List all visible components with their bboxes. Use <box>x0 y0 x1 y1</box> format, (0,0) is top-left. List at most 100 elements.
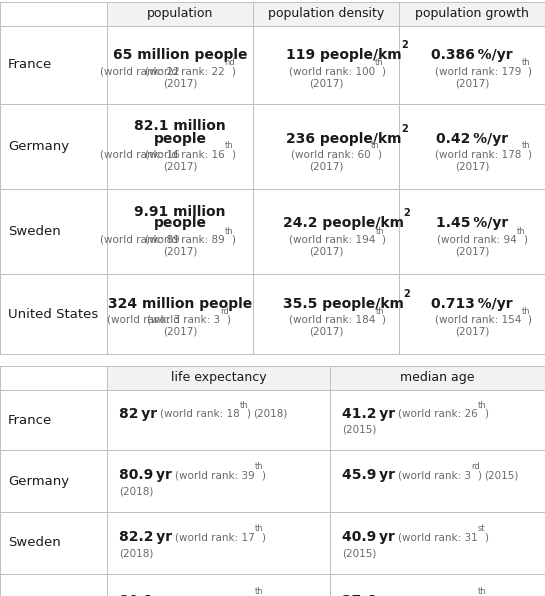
Text: ): ) <box>231 234 235 244</box>
Text: ): ) <box>377 150 381 160</box>
Text: 65 million people: 65 million people <box>113 48 247 62</box>
Text: th: th <box>478 401 487 410</box>
Text: (world rank: 16: (world rank: 16 <box>145 150 225 160</box>
Text: th: th <box>225 226 233 235</box>
Bar <box>0 390 107 450</box>
Text: ): ) <box>226 315 230 325</box>
Text: population growth: population growth <box>415 8 529 20</box>
Bar <box>107 26 253 104</box>
Text: th: th <box>522 58 530 67</box>
Text: (world rank: 184: (world rank: 184 <box>289 315 376 325</box>
Bar <box>0 189 107 274</box>
Text: United States: United States <box>8 308 98 321</box>
Bar <box>0 574 107 596</box>
Text: 35.5 people/km: 35.5 people/km <box>283 297 403 311</box>
Bar <box>399 2 545 26</box>
Bar <box>0 274 107 354</box>
Text: people: people <box>154 216 207 231</box>
Text: th: th <box>522 307 530 316</box>
Bar <box>0 512 107 574</box>
Text: (2017): (2017) <box>163 247 197 256</box>
Text: th: th <box>376 307 384 316</box>
Text: (2017): (2017) <box>455 78 489 88</box>
Text: 324 million people: 324 million people <box>108 297 252 311</box>
Text: 80.9 yr: 80.9 yr <box>119 468 172 482</box>
Text: th: th <box>517 226 525 235</box>
Text: ): ) <box>484 532 488 542</box>
Text: th: th <box>376 226 384 235</box>
Text: France: France <box>8 414 52 427</box>
Text: rd: rd <box>220 307 229 316</box>
Text: (2015): (2015) <box>342 548 377 558</box>
Text: th: th <box>225 141 233 151</box>
Text: th: th <box>371 141 379 151</box>
Text: (2018): (2018) <box>119 486 153 496</box>
Text: (world rank: 194: (world rank: 194 <box>289 234 376 244</box>
Text: population: population <box>147 8 213 20</box>
Text: (world rank: 22: (world rank: 22 <box>145 66 225 76</box>
Text: 0.713 %/yr: 0.713 %/yr <box>431 297 513 311</box>
Text: 82.1 million: 82.1 million <box>134 120 226 134</box>
Bar <box>330 574 545 596</box>
Text: 1.45 %/yr: 1.45 %/yr <box>436 216 508 231</box>
Text: 2: 2 <box>401 123 408 134</box>
Text: 2: 2 <box>401 40 408 50</box>
Text: th: th <box>522 141 530 151</box>
Text: 45.9 yr: 45.9 yr <box>342 468 395 482</box>
Bar <box>253 2 399 26</box>
Text: ): ) <box>261 532 265 542</box>
Text: (world rank: 89: (world rank: 89 <box>100 234 180 244</box>
Bar <box>0 26 107 104</box>
Text: (world rank: 22: (world rank: 22 <box>100 66 180 76</box>
Text: (2015): (2015) <box>485 470 519 480</box>
Bar <box>0 104 107 189</box>
Text: (2017): (2017) <box>309 327 343 337</box>
Text: 41.2 yr: 41.2 yr <box>342 407 395 421</box>
Bar <box>107 574 330 596</box>
Text: (2017): (2017) <box>309 162 343 172</box>
Text: 24.2 people/km: 24.2 people/km <box>283 216 404 231</box>
Bar <box>0 2 107 26</box>
Bar <box>399 274 545 354</box>
Text: ): ) <box>231 150 235 160</box>
Bar <box>107 366 330 390</box>
Text: France: France <box>8 58 52 72</box>
Text: population density: population density <box>268 8 384 20</box>
Text: ): ) <box>484 409 488 419</box>
Text: (2018): (2018) <box>119 548 153 558</box>
Text: 40.9 yr: 40.9 yr <box>342 530 395 544</box>
Bar <box>107 189 253 274</box>
Bar <box>253 104 399 189</box>
Text: 82.2 yr: 82.2 yr <box>119 530 172 544</box>
Bar <box>107 390 330 450</box>
Bar <box>330 390 545 450</box>
Bar <box>107 512 330 574</box>
Text: (world rank: 89: (world rank: 89 <box>145 234 225 244</box>
Bar <box>107 104 253 189</box>
Bar <box>330 366 545 390</box>
Bar <box>399 26 545 104</box>
Bar <box>107 450 330 512</box>
Text: ): ) <box>246 409 250 419</box>
Text: 2: 2 <box>403 289 410 299</box>
Text: (world rank: 17: (world rank: 17 <box>175 532 255 542</box>
Text: people: people <box>154 132 207 145</box>
Text: Sweden: Sweden <box>8 536 60 550</box>
Text: ): ) <box>382 315 385 325</box>
Text: th: th <box>375 58 384 67</box>
Bar <box>0 366 107 390</box>
Text: 9.91 million: 9.91 million <box>134 204 226 219</box>
Text: (world rank: 60: (world rank: 60 <box>291 150 371 160</box>
Bar <box>253 189 399 274</box>
Text: ): ) <box>528 315 531 325</box>
Text: ): ) <box>231 66 235 76</box>
Text: 0.386 %/yr: 0.386 %/yr <box>431 48 513 62</box>
Text: life expectancy: life expectancy <box>171 371 267 384</box>
Bar <box>253 274 399 354</box>
Bar <box>330 512 545 574</box>
Text: (2017): (2017) <box>455 327 489 337</box>
Text: (world rank: 31: (world rank: 31 <box>398 532 477 542</box>
Text: ): ) <box>528 66 531 76</box>
Text: (2017): (2017) <box>163 78 197 88</box>
Text: (world rank: 3: (world rank: 3 <box>398 470 471 480</box>
